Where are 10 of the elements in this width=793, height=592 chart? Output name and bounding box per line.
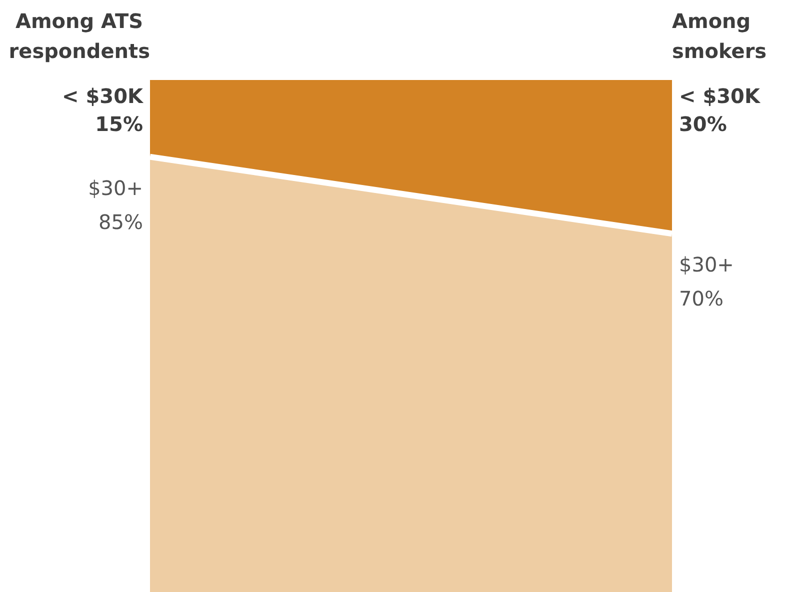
- data-label: 15%: [95, 112, 143, 136]
- data-label: 85%: [98, 210, 143, 234]
- x-tick-label: Among ATS respondents: [8, 9, 150, 63]
- x-tick-label: Among smokers: [672, 9, 767, 63]
- series-label: < $30K: [62, 84, 144, 108]
- series-label: $30+: [88, 176, 143, 200]
- text: < $30K: [679, 84, 760, 108]
- data-label: 30%: [679, 112, 727, 136]
- text: $30+: [679, 252, 734, 277]
- data-label: 70%: [679, 286, 724, 311]
